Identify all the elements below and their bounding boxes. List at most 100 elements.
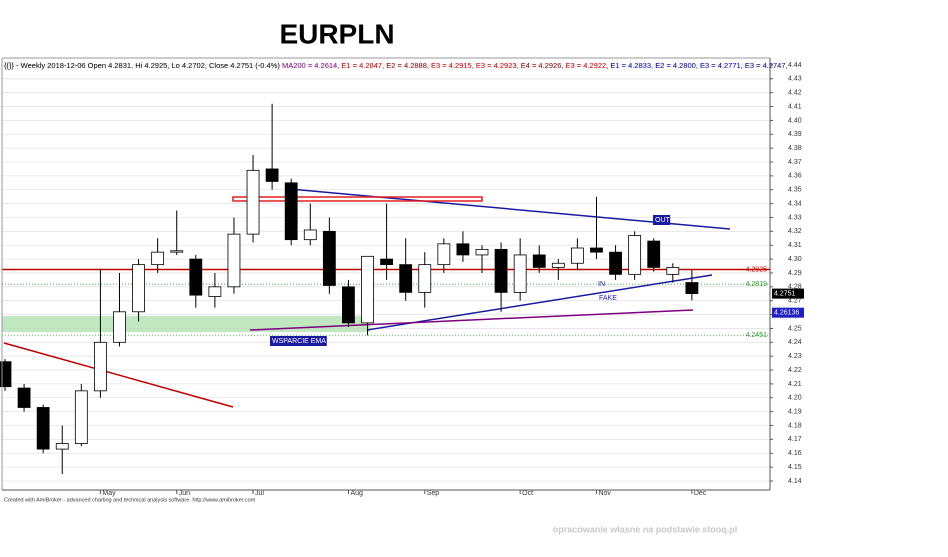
header-segment: E2 = 4.2888, [386, 61, 431, 70]
y-tick-label: 4.40 [788, 117, 802, 124]
support-zone [2, 316, 370, 332]
x-tick-label: Aug [350, 490, 363, 497]
header-segment: E4 = 4.2926, [521, 61, 566, 70]
annotation: OUT [655, 217, 671, 224]
x-tick-label: Jul [255, 490, 264, 497]
y-tick-label: 4.21 [788, 381, 802, 388]
resistance-box [232, 196, 483, 202]
y-tick-label: 4.14 [788, 478, 802, 485]
candle-body [551, 262, 565, 268]
annotation-box [653, 215, 671, 225]
candle-body [265, 168, 279, 182]
candle-body [628, 235, 642, 275]
candle-body [132, 264, 145, 313]
level-label: 4.2451 [746, 332, 768, 339]
candles [0, 103, 699, 475]
candle-body [418, 264, 432, 293]
level-box [772, 307, 804, 318]
x-tick-label: Dec [694, 490, 707, 497]
annotation: WSPARCIE EMA [272, 338, 326, 345]
candle-body [208, 286, 222, 297]
x-tick-label: Sep [427, 490, 440, 497]
y-tick-label: 4.25 [788, 325, 802, 332]
candle-body [475, 248, 489, 256]
header-segment: E3 = 4.2923, [476, 61, 521, 70]
y-tick-label: 4.38 [788, 145, 802, 152]
annotation: IN [598, 281, 605, 288]
candle-body [303, 229, 317, 241]
candle-body [17, 387, 31, 408]
candle-body [189, 258, 203, 296]
x-tick-label: May [102, 490, 116, 497]
candle-body [456, 243, 470, 256]
level-box [772, 288, 804, 299]
y-tick-label: 4.34 [788, 200, 802, 207]
candle-body [571, 247, 584, 264]
annotations: OUT IN FAKE WSPARCIE EMA [270, 215, 671, 346]
header-segment: {{}} - Weekly 2018-12-06 Open 4.2831, Hi… [4, 61, 282, 70]
candle-body [513, 254, 527, 293]
candle-body [0, 361, 12, 388]
y-tick-label: 4.43 [788, 76, 802, 83]
header-segment: E1 = 4.2833, [610, 61, 655, 70]
candle-body [246, 169, 260, 235]
level-label: 4.26136 [774, 310, 799, 317]
downtrend-line [3, 342, 234, 408]
y-tick-label: 4.18 [788, 422, 802, 429]
header-segment: E3 = 4.2747, [745, 61, 788, 70]
candle-body [227, 233, 241, 288]
y-tick-label: 4.42 [788, 90, 802, 97]
annotation-box [270, 336, 327, 346]
candle-body [170, 250, 184, 253]
candle-body [74, 390, 88, 444]
x-tick-label: Jun [179, 490, 190, 497]
candle-body [361, 255, 374, 324]
candle-body [342, 286, 355, 324]
candle-body [609, 251, 622, 275]
level-label: 4.2925 [746, 266, 768, 273]
y-tick-label: 4.29 [788, 270, 802, 277]
candle-body [322, 230, 336, 286]
x-tick-label: Oct [522, 490, 533, 497]
y-tick-label: 4.17 [788, 436, 802, 443]
y-tick-label: 4.27 [788, 298, 802, 305]
candle-body [55, 443, 69, 450]
y-tick-label: 4.32 [788, 228, 802, 235]
candle-body [666, 267, 680, 275]
candle-body [685, 282, 699, 295]
candle-body [494, 248, 508, 293]
y-tick-label: 4.41 [788, 103, 802, 110]
candle-body [399, 264, 413, 293]
header-segment: E3 = 4.2771, [700, 61, 745, 70]
y-tick-label: 4.24 [788, 339, 802, 346]
candle-body [151, 251, 165, 266]
x-tick-label: Nov [598, 490, 611, 497]
y-tick-label: 4.37 [788, 159, 802, 166]
y-tick-label: 4.44 [788, 62, 802, 69]
y-tick-label: 4.23 [788, 353, 802, 360]
candle-body [36, 407, 50, 450]
candle-body [284, 182, 298, 241]
ma200-line [249, 309, 694, 331]
y-tick-label: 4.31 [788, 242, 802, 249]
y-tick-label: 4.39 [788, 131, 802, 138]
y-tick-label: 4.36 [788, 173, 802, 180]
watermark: opracowanie własne na podstawie stooq.pl [553, 524, 738, 534]
support-trendline [366, 274, 713, 331]
y-tick-label: 4.35 [788, 187, 802, 194]
y-tick-label: 4.15 [788, 464, 802, 471]
header-segment: E3 = 4.2915, [431, 61, 476, 70]
annotation: FAKE [599, 295, 617, 302]
y-tick-label: 4.28 [788, 284, 802, 291]
y-tick-label: 4.22 [788, 367, 802, 374]
footer: Created with AmiBroker - advanced charti… [4, 497, 256, 503]
y-tick-label: 4.19 [788, 408, 802, 415]
candle-body [437, 243, 451, 266]
candle-body [647, 240, 661, 268]
candle-body [113, 311, 126, 343]
y-tick-label: 4.16 [788, 450, 802, 457]
candle-body [532, 254, 546, 268]
y-tick-label: 4.20 [788, 395, 802, 402]
